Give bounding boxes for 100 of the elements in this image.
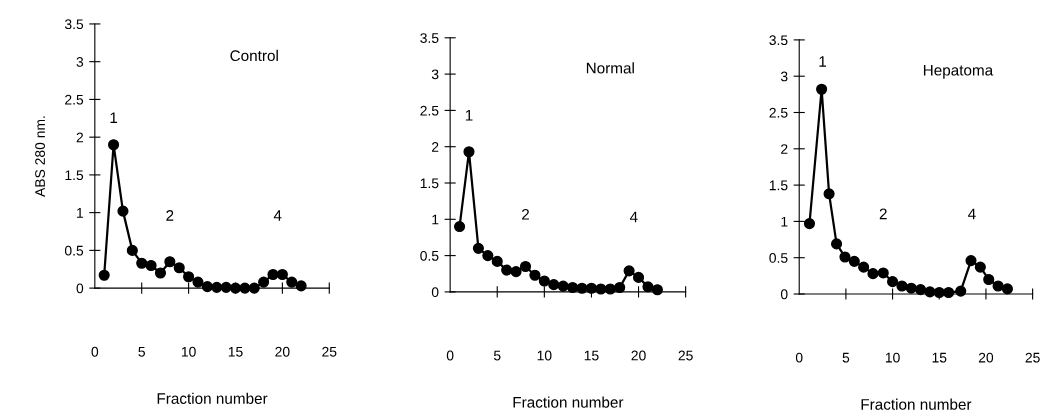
point	[548, 279, 560, 291]
point	[965, 255, 977, 267]
point	[258, 276, 270, 288]
point	[286, 276, 298, 288]
point	[983, 273, 995, 286]
point	[136, 257, 148, 269]
y-tick-label: 1.5	[420, 178, 439, 189]
y-tick-label: 0	[780, 289, 788, 300]
point	[472, 242, 484, 254]
x-tick-label: 25	[678, 350, 693, 361]
x-tick-label: 10	[885, 352, 900, 363]
y-tick-label: 1.5	[65, 170, 84, 181]
point	[816, 83, 828, 95]
x-tick-label: 0	[795, 352, 803, 363]
y-tick-label: 0	[431, 287, 439, 298]
annotation: 2	[522, 208, 529, 220]
point	[117, 205, 129, 217]
text: Control	[230, 49, 278, 62]
x-tick-label: 5	[842, 352, 850, 363]
y-tick-label: 1.5	[769, 180, 788, 191]
y-tick-label: 3	[431, 69, 439, 80]
y-tick-label: 1	[77, 208, 84, 218]
x-tick-label: 25	[1025, 352, 1040, 363]
point	[839, 251, 851, 263]
point	[491, 255, 503, 267]
y-tick-label: 2.5	[769, 107, 788, 118]
x-tick-label: 0	[446, 350, 454, 361]
point	[173, 262, 185, 274]
x-axis-title: Fraction number	[513, 396, 624, 408]
y-axis-title: ABS 280 nm.	[35, 116, 45, 197]
y-tick-label: 3.5	[420, 33, 439, 43]
x-tick-label: 10	[537, 350, 552, 361]
y-tick-label: 3.5	[64, 19, 84, 30]
annotation: 1	[819, 56, 827, 67]
x-axis-title: Fraction number	[861, 398, 972, 410]
point	[501, 264, 513, 276]
text: Hepatoma	[923, 64, 994, 79]
y-tick-label: 0.5	[420, 250, 439, 261]
x-tick-label: 20	[631, 350, 646, 361]
point	[974, 261, 986, 273]
point	[823, 188, 835, 200]
annotation: 4	[629, 211, 638, 223]
x-axis-title: Fraction number	[157, 392, 268, 404]
point	[848, 255, 860, 267]
y-tick-label: 3	[780, 71, 788, 82]
x-tick-label: 20	[275, 346, 290, 357]
point	[154, 267, 167, 279]
x-tick-label: 25	[322, 346, 337, 357]
point	[831, 238, 843, 250]
text: Normal	[586, 62, 634, 74]
point	[510, 266, 522, 278]
y-tick-label: 2	[432, 142, 439, 152]
x-tick-label: 15	[228, 346, 243, 357]
y-tick-label: 3	[76, 57, 84, 67]
point	[183, 271, 195, 283]
x-tick-label: 5	[493, 350, 501, 361]
point	[145, 259, 157, 272]
y-tick-label: 3.5	[769, 35, 788, 46]
x-tick-label: 0	[91, 346, 99, 357]
x-tick-label: 15	[584, 350, 599, 361]
point	[126, 244, 138, 256]
point	[276, 268, 288, 281]
y-tick-label: 1	[781, 216, 788, 227]
point	[98, 269, 110, 281]
annotation: 2	[166, 210, 174, 221]
point	[267, 268, 279, 281]
y-tick-label: 2.5	[420, 105, 439, 116]
annotation: 1	[465, 110, 473, 121]
y-tick-label: 0.5	[64, 245, 84, 256]
point	[632, 271, 645, 283]
annotation: 2	[879, 208, 887, 220]
point	[887, 276, 899, 288]
point	[1001, 283, 1013, 295]
point	[896, 280, 908, 292]
y-tick-label: 2.5	[65, 94, 84, 105]
x-tick-label: 20	[978, 352, 994, 363]
point	[454, 221, 466, 233]
y-tick-label: 0	[76, 283, 84, 294]
point	[164, 256, 176, 268]
point	[538, 275, 550, 287]
x-tick-label: 5	[138, 346, 145, 357]
point	[803, 218, 816, 230]
annotation: 4	[968, 208, 976, 220]
annotation: 4	[273, 210, 282, 221]
y-tick-label: 1	[432, 214, 439, 225]
point	[519, 260, 532, 273]
point	[192, 276, 204, 288]
y-tick-label: 2	[781, 144, 788, 154]
x-tick-label: 15	[932, 352, 947, 363]
point	[867, 268, 879, 280]
annotation: 1	[110, 112, 118, 123]
point	[623, 265, 635, 277]
y-tick-label: 0.5	[769, 253, 788, 263]
y-tick-label: 2	[76, 132, 84, 143]
x-tick-label: 10	[181, 346, 196, 357]
point	[529, 269, 541, 281]
point	[108, 139, 120, 151]
point	[463, 146, 475, 158]
point	[482, 250, 494, 262]
point	[877, 267, 889, 279]
